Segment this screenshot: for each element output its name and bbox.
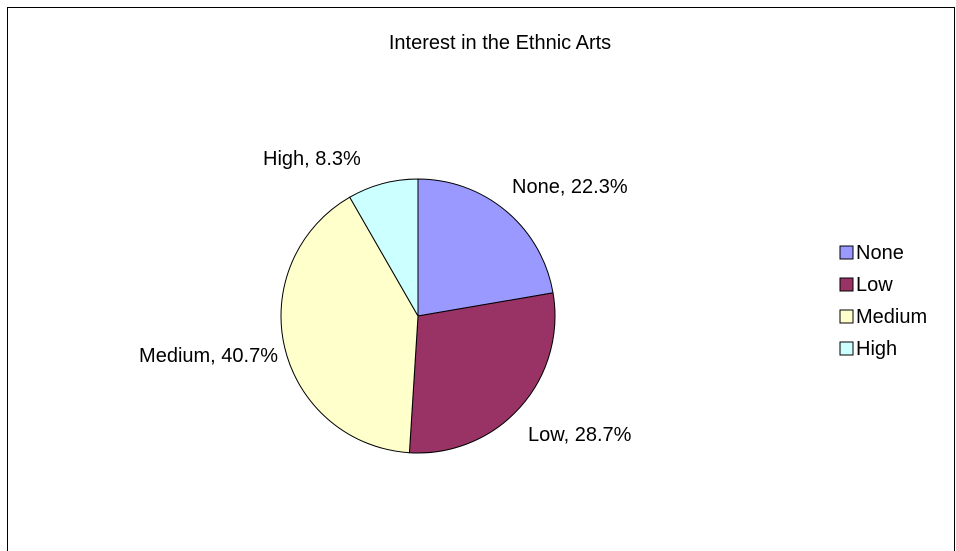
pie-slice-medium [280, 196, 419, 454]
legend-swatch-high [839, 341, 854, 356]
chart-title: Interest in the Ethnic Arts [389, 32, 611, 54]
data-label-low: Low, 28.7% [528, 424, 632, 446]
legend-label-medium: Medium [856, 306, 927, 328]
pie-slice-none [417, 178, 554, 317]
data-label-none: None, 22.3% [512, 176, 628, 198]
legend-swatch-medium [839, 309, 854, 324]
legend-swatch-low [839, 277, 854, 292]
pie-data-labels: None, 22.3% Low, 28.7% Medium, 40.7% High, … [139, 148, 632, 446]
legend-swatch-none [839, 245, 854, 260]
pie-slice-high [349, 178, 419, 318]
legend-label-none: None [856, 242, 904, 264]
pie-slice-low [408, 292, 556, 454]
legend-label-high: High [856, 338, 897, 360]
legend-label-low: Low [856, 274, 893, 296]
data-label-medium: Medium, 40.7% [139, 345, 278, 367]
chart-legend: None Low Medium High [839, 242, 927, 360]
data-label-high: High, 8.3% [263, 148, 361, 170]
pie-slices [280, 178, 556, 454]
